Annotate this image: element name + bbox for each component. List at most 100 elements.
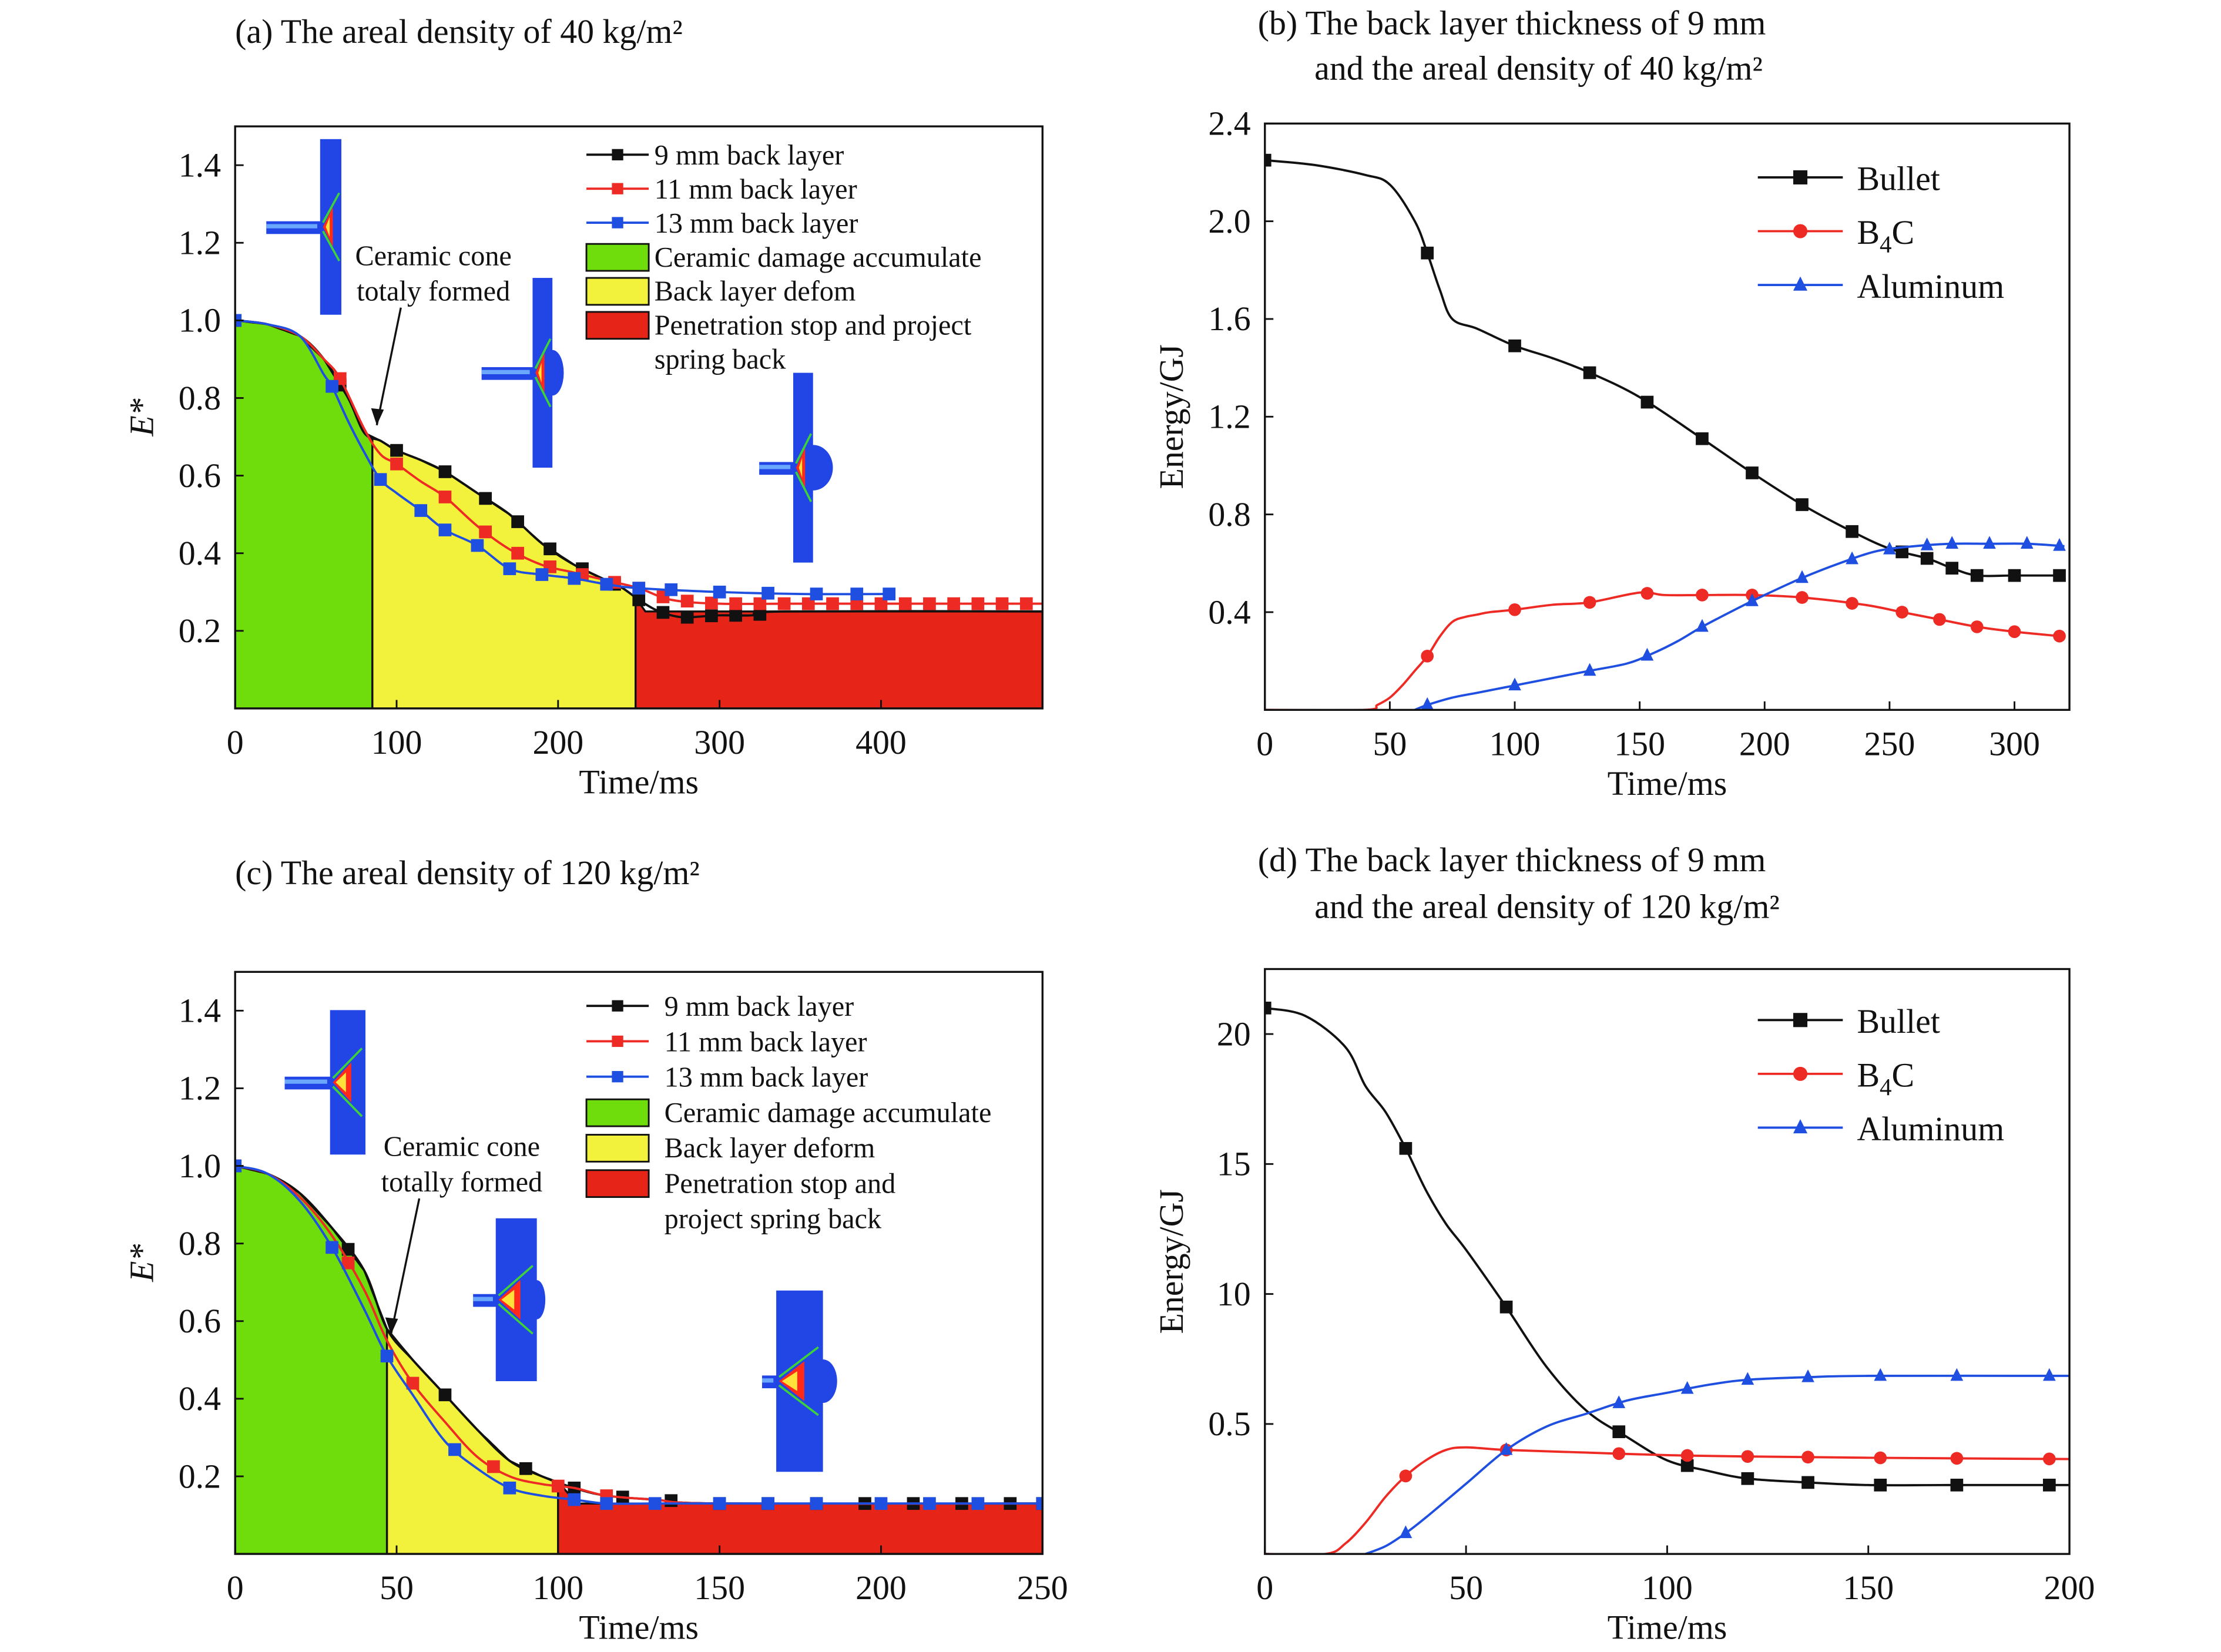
- x-axis-label: Time/ms: [1608, 764, 1727, 803]
- series-1-marker-7: [543, 542, 556, 556]
- legend-label-2-sub: 4: [1880, 231, 1891, 258]
- chart-panel-a: 0 100 200 300 400 0.2 0.4 0.6 0.8 1.0 1.2 1.4 Time/m…: [122, 125, 1044, 801]
- legend-label-2-sub: 4: [1880, 1073, 1891, 1100]
- series-3-marker-3: [1583, 663, 1596, 676]
- series-1-marker-9: [1846, 525, 1858, 538]
- series-3-marker-13: [2020, 536, 2034, 549]
- legend-label-2: B4C: [1857, 1056, 1914, 1100]
- x-tick-label-3: 100: [532, 1569, 583, 1607]
- fe-snapshot-3-crack-2: [795, 471, 812, 502]
- title-d: (d) The back layer thickness of 9 mm: [1258, 841, 1766, 879]
- series-2-marker-14: [729, 597, 742, 610]
- legend-marker-2: [612, 183, 623, 194]
- annotation-line-2: totaly formed: [357, 276, 510, 307]
- fe-snapshot-2-bulge: [541, 350, 564, 396]
- legend-swatch-2: [585, 277, 650, 306]
- series-2-marker-5: [1696, 589, 1709, 602]
- fe-snapshot-2-projectile-core: [481, 370, 530, 374]
- legend-marker-2: [612, 1035, 623, 1047]
- legend-marker-1: [1793, 1013, 1808, 1028]
- series-3-marker-8: [648, 1497, 662, 1510]
- x-tick-label-1: 0: [1256, 1569, 1273, 1607]
- y-tick-label-2: 10: [1217, 1275, 1251, 1313]
- plot-area-b: [1264, 153, 2066, 710]
- y-tick-label-1: 0.2: [179, 1457, 221, 1495]
- series-3-marker-4: [448, 1443, 461, 1456]
- series-1-marker-8: [1874, 1478, 1887, 1492]
- y-tick-label-1: 0.5: [1208, 1405, 1250, 1443]
- series-1-marker-11: [656, 606, 670, 619]
- legend-region-label-3-2: project spring back: [665, 1204, 882, 1235]
- plot-area-d: [1264, 1002, 2070, 1554]
- series-2-marker-25: [995, 597, 1009, 610]
- plot-frame-c: [234, 971, 1044, 1555]
- fe-snapshot-2-projectile-core: [473, 1297, 493, 1301]
- series-line-2: [1264, 1446, 2070, 1554]
- legend-label-3: 13 mm back layer: [655, 208, 858, 239]
- series-line-1: [1264, 1006, 2070, 1487]
- legend-label-3: 13 mm back layer: [665, 1062, 868, 1093]
- series-2-marker-4: [1640, 587, 1654, 600]
- series-3-marker-5: [1741, 1372, 1754, 1385]
- fe-snapshot-2-crack-2: [534, 376, 552, 408]
- series-1-marker-4: [1612, 1425, 1626, 1438]
- series-1-marker-2: [341, 1243, 355, 1256]
- x-tick-label-5: 400: [855, 723, 907, 761]
- legend-swatch-3: [585, 311, 650, 340]
- y-axis-label: E*: [122, 398, 160, 436]
- legend-marker-3: [1793, 1119, 1808, 1134]
- fe-snapshot-2-bulge: [528, 1280, 546, 1319]
- series-2-marker-26: [1019, 597, 1033, 610]
- series-3-marker-10: [761, 1497, 774, 1510]
- series-3-marker-7: [1874, 1368, 1887, 1381]
- legend-label-2-tail: C: [1892, 213, 1915, 251]
- series-2-marker-13: [2053, 629, 2066, 643]
- series-3-marker-6: [1746, 593, 1759, 606]
- series-2-marker-12: [2008, 625, 2021, 639]
- fe-snapshot-3-damage-core: [799, 458, 803, 478]
- series-2-marker-2: [1508, 603, 1521, 616]
- series-1-marker-4: [1583, 366, 1596, 380]
- series-1-marker-11: [1920, 552, 1934, 565]
- series-2-marker-22: [923, 597, 936, 610]
- fe-snapshot-1-damage-core: [326, 217, 330, 237]
- fe-snapshot-3-damage-core: [781, 1371, 797, 1391]
- series-3-marker-3: [1612, 1395, 1626, 1408]
- annotation-line-1: Ceramic cone: [384, 1131, 540, 1163]
- annotation-arrowhead: [371, 408, 384, 425]
- series-2-marker-3: [406, 1376, 420, 1390]
- legend-marker-3: [612, 1071, 623, 1083]
- x-tick-label-5: 200: [855, 1569, 907, 1607]
- series-2-marker-1: [1399, 1469, 1413, 1483]
- legend-region-label-1-1: Ceramic damage accumulate: [655, 242, 982, 273]
- series-2-marker-19: [850, 597, 864, 610]
- series-3-marker-15: [1036, 1497, 1043, 1510]
- series-3-marker-13: [923, 1497, 936, 1510]
- series-1-marker-6: [1696, 432, 1709, 445]
- series-3-marker-7: [1796, 570, 1809, 583]
- legend-region-label-2-1: Back layer deform: [665, 1133, 875, 1164]
- y-tick-label-5: 1.0: [179, 301, 221, 340]
- series-1-marker-5: [1640, 395, 1654, 409]
- series-2-marker-8: [1846, 597, 1858, 610]
- legend-label-2: B4C: [1857, 213, 1914, 257]
- fe-snapshot-2-damage-core: [501, 1290, 515, 1310]
- y-tick-label-3: 1.2: [1208, 398, 1250, 436]
- x-tick-label-1: 0: [227, 723, 244, 761]
- y-tick-label-7: 1.4: [179, 992, 221, 1030]
- x-tick-label-4: 150: [1614, 724, 1665, 763]
- fe-snapshot-3: [759, 372, 833, 563]
- series-3-marker-11: [810, 1497, 823, 1510]
- x-tick-label-4: 150: [1843, 1569, 1894, 1607]
- region-1: [235, 319, 374, 709]
- series-1-marker-6: [511, 515, 524, 528]
- series-2-marker-15: [753, 597, 767, 610]
- series-3-marker-11: [1945, 536, 1959, 549]
- series-3-marker-14: [761, 586, 774, 600]
- series-3-marker-5: [1696, 619, 1709, 632]
- x-tick-label-4: 300: [694, 723, 745, 761]
- series-2-marker-13: [705, 596, 718, 610]
- x-tick-label-7: 300: [1989, 724, 2040, 763]
- annotation-line-1: Ceramic cone: [355, 240, 512, 271]
- series-3-marker-6: [568, 1493, 581, 1506]
